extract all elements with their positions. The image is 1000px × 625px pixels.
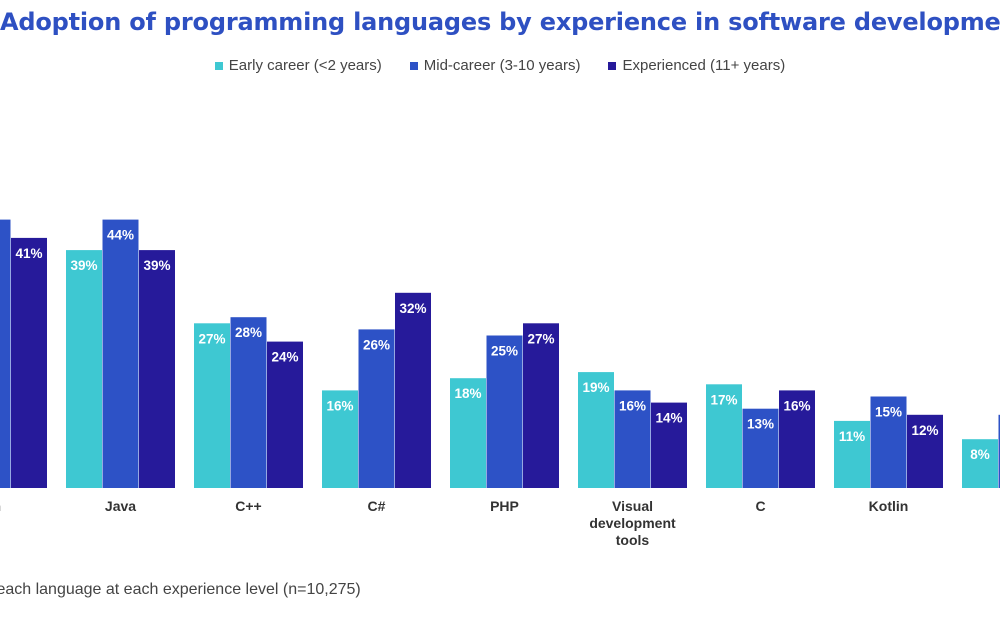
data-label: 11% xyxy=(839,429,865,444)
bar xyxy=(523,323,559,488)
data-label: 16% xyxy=(619,398,646,413)
data-label: 19% xyxy=(582,380,609,395)
bar xyxy=(267,341,303,488)
bar xyxy=(395,292,431,488)
bar xyxy=(779,390,815,488)
legend-swatch-mid xyxy=(409,61,418,70)
category-label: C++ xyxy=(235,498,261,514)
bar xyxy=(486,335,523,488)
bar xyxy=(578,372,614,488)
data-label: 25% xyxy=(491,344,518,359)
data-label: 32% xyxy=(399,301,426,316)
bar xyxy=(66,250,102,488)
bar xyxy=(998,414,1000,488)
bar xyxy=(651,402,687,488)
bar xyxy=(230,317,267,488)
bar xyxy=(450,378,486,488)
bar xyxy=(358,329,395,488)
data-label: 39% xyxy=(70,258,97,273)
bar xyxy=(742,408,779,488)
category-label: C# xyxy=(368,498,386,514)
bar xyxy=(0,219,11,488)
category-label: on xyxy=(0,498,1,514)
data-label: 26% xyxy=(363,337,390,352)
category-label: PHP xyxy=(490,498,519,514)
data-label: 18% xyxy=(454,386,481,401)
data-label: 27% xyxy=(527,331,554,346)
data-label: 13% xyxy=(747,417,774,432)
data-label: 39% xyxy=(143,258,170,273)
data-label: 12% xyxy=(911,423,938,438)
data-label: 28% xyxy=(235,325,262,340)
data-label: 8% xyxy=(970,447,990,462)
bar xyxy=(139,250,175,488)
bar xyxy=(194,323,230,488)
data-label: 41% xyxy=(15,246,42,261)
footnote: % of each language at each experience le… xyxy=(0,581,361,598)
bar xyxy=(102,219,139,488)
chart-title: Adoption of programming languages by exp… xyxy=(0,8,1000,36)
data-label: 17% xyxy=(710,392,737,407)
legend-item-experienced: Experienced (11+ years) xyxy=(608,57,785,74)
data-label: 27% xyxy=(198,331,225,346)
bar xyxy=(614,390,651,488)
bar xyxy=(962,439,998,488)
legend: Early career (<2 years) Mid-career (3-10… xyxy=(0,57,1000,74)
category-label: Visual xyxy=(612,498,653,514)
bar xyxy=(706,384,742,488)
legend-item-mid: Mid-career (3-10 years) xyxy=(409,57,581,74)
legend-swatch-early xyxy=(214,61,223,70)
bar xyxy=(322,390,358,488)
data-label: 44% xyxy=(107,228,134,243)
legend-label-early: Early career (<2 years) xyxy=(228,57,382,74)
data-label: 16% xyxy=(783,398,810,413)
category-label: tools xyxy=(616,532,650,548)
data-label: 15% xyxy=(875,405,902,420)
legend-swatch-experienced xyxy=(608,61,617,70)
bar xyxy=(870,396,907,488)
data-label: 24% xyxy=(271,350,298,365)
bar xyxy=(907,414,943,488)
data-label: 16% xyxy=(326,398,353,413)
legend-label-mid: Mid-career (3-10 years) xyxy=(423,57,581,74)
bar xyxy=(834,420,870,488)
category-label: Java xyxy=(105,498,136,514)
category-label: development xyxy=(589,515,676,531)
legend-label-experienced: Experienced (11+ years) xyxy=(622,57,786,74)
category-label: C xyxy=(755,498,765,514)
legend-item-early: Early career (<2 years) xyxy=(214,57,382,74)
data-label: 14% xyxy=(655,411,682,426)
bar xyxy=(11,237,47,488)
category-label: Kotlin xyxy=(869,498,909,514)
